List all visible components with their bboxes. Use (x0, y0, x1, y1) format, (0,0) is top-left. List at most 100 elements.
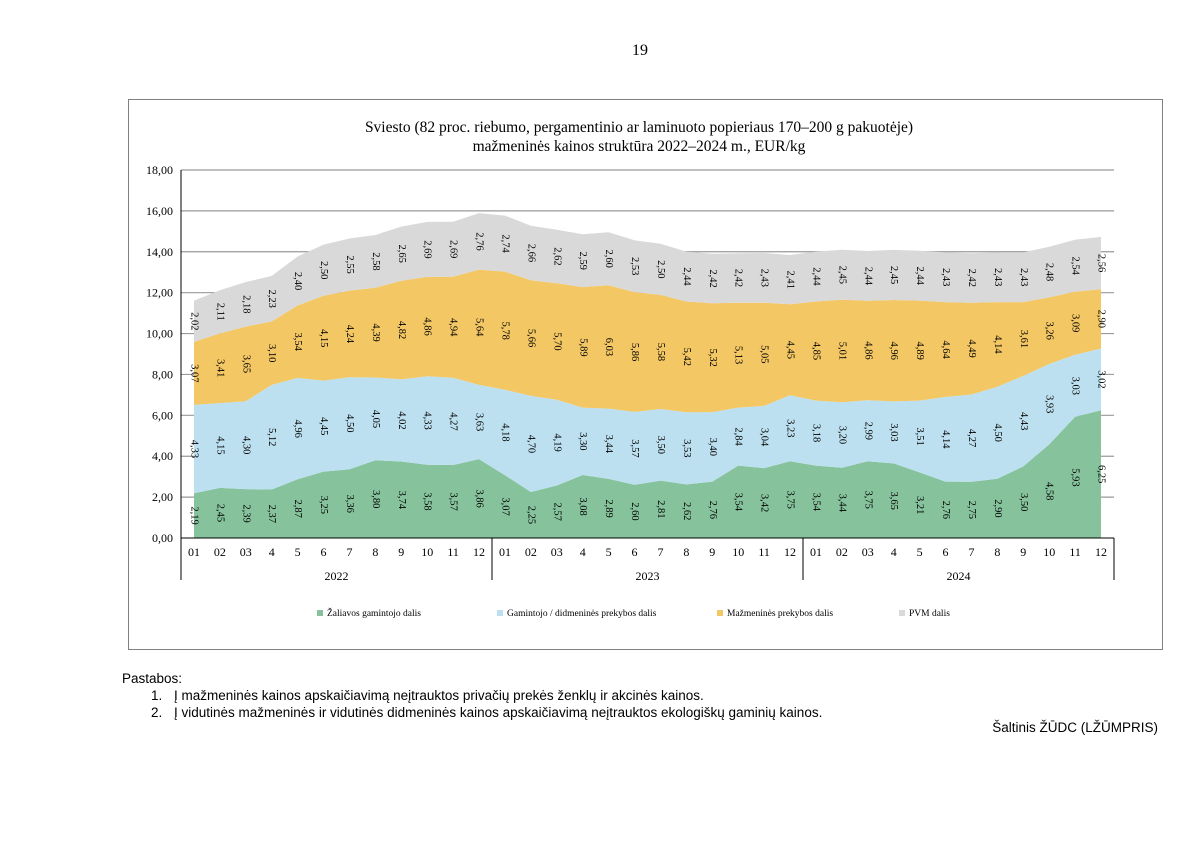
x-tick-label: 02 (836, 545, 848, 559)
data-label: 3,20 (836, 426, 847, 444)
data-label: 5,86 (629, 343, 640, 361)
data-label: 3,04 (759, 428, 770, 447)
data-label: 2,45 (214, 504, 225, 522)
data-label: 2,56 (1095, 254, 1106, 272)
data-label: 3,40 (707, 438, 718, 456)
data-label: 4,89 (914, 341, 925, 359)
x-tick-label: 8 (994, 545, 1000, 559)
series-area (194, 269, 1101, 413)
x-tick-label: 6 (321, 545, 327, 559)
data-label: 2,99 (862, 422, 873, 440)
data-label: 2,43 (759, 269, 770, 287)
data-label: 3,54 (292, 333, 303, 352)
data-label: 2,66 (525, 244, 536, 262)
data-label: 4,70 (525, 435, 536, 453)
y-tick-label: 10,00 (146, 327, 173, 341)
data-label: 2,50 (655, 260, 666, 278)
data-label: 4,15 (318, 329, 329, 347)
data-label: 2,60 (629, 502, 640, 520)
data-label: 3,23 (784, 419, 795, 437)
data-label: 2,74 (500, 234, 511, 253)
data-label: 2,25 (525, 506, 536, 524)
data-label: 2,55 (344, 255, 355, 273)
x-tick-label: 01 (810, 545, 822, 559)
data-label: 4,86 (422, 317, 433, 335)
x-tick-label: 5 (295, 545, 301, 559)
data-label: 2,84 (733, 427, 744, 446)
data-label: 2,40 (292, 272, 303, 290)
data-label: 4,18 (499, 423, 510, 441)
data-label: 4,94 (448, 318, 459, 337)
x-tick-label: 5 (606, 545, 612, 559)
data-label: 3,21 (914, 496, 925, 514)
x-tick-label: 9 (398, 545, 404, 559)
data-label: 2,76 (707, 501, 718, 519)
data-label: 4,45 (784, 341, 795, 359)
data-label: 4,58 (1044, 482, 1055, 500)
x-tick-label: 7 (346, 545, 352, 559)
data-label: 5,78 (500, 321, 511, 339)
y-tick-label: 8,00 (152, 367, 173, 381)
data-label: 3,26 (1044, 322, 1055, 340)
data-label: 4,86 (862, 341, 873, 359)
data-label: 3,03 (1070, 377, 1081, 395)
data-label: 2,42 (733, 269, 744, 287)
series-area (194, 410, 1101, 538)
data-label: 2,45 (888, 266, 899, 284)
data-label: 6,25 (1095, 465, 1106, 483)
data-label: 4,50 (992, 423, 1003, 441)
data-label: 5,89 (577, 338, 588, 356)
data-label: 2,44 (914, 267, 925, 286)
data-label: 4,14 (992, 335, 1003, 354)
legend-swatch (717, 610, 723, 616)
data-label: 3,42 (759, 494, 770, 512)
x-tick-label: 7 (657, 545, 663, 559)
data-label: 2,76 (474, 232, 485, 250)
y-tick-label: 4,00 (152, 449, 173, 463)
data-label: 3,75 (785, 491, 796, 509)
data-label: 2,53 (629, 257, 640, 275)
data-label: 2,75 (966, 501, 977, 519)
data-label: 4,05 (370, 410, 381, 428)
data-label: 3,10 (266, 344, 277, 362)
data-label: 4,96 (888, 342, 899, 360)
data-label: 2,43 (1018, 268, 1029, 286)
data-label: 2,59 (577, 252, 588, 270)
data-label: 2,39 (240, 504, 251, 522)
note-item: Į mažmeninės kainos apskaičiavimą neįtra… (166, 687, 1162, 704)
x-tick-label: 8 (372, 545, 378, 559)
data-label: 4,39 (370, 323, 381, 341)
data-label: 2,57 (551, 503, 562, 521)
data-label: 3,54 (733, 493, 744, 512)
data-label: 5,66 (525, 329, 536, 347)
data-label: 4,96 (292, 419, 303, 437)
legend-label: Mažmeninės prekybos dalis (727, 609, 833, 619)
data-label: 4,19 (551, 433, 562, 451)
x-tick-label: 10 (732, 545, 744, 559)
y-tick-label: 12,00 (146, 286, 173, 300)
notes-heading: Pastabos: (122, 671, 183, 686)
data-label: 2,48 (1044, 263, 1055, 281)
stacked-area-chart: Sviesto (82 proc. riebumo, pergamentinio… (146, 119, 1115, 619)
data-label: 3,41 (214, 359, 225, 377)
x-tick-label: 03 (862, 545, 874, 559)
data-label: 4,64 (940, 340, 951, 359)
data-label: 2,90 (1095, 310, 1106, 328)
legend-label: Gamintojo / didmeninės prekybos dalis (507, 609, 657, 619)
data-label: 3,65 (240, 355, 251, 373)
x-tick-label: 5 (917, 545, 923, 559)
year-label: 2024 (947, 569, 971, 583)
data-label: 4,33 (189, 440, 200, 458)
data-label: 2,19 (188, 506, 199, 524)
data-label: 3,54 (810, 493, 821, 512)
y-tick-label: 18,00 (146, 163, 173, 177)
x-tick-label: 10 (421, 545, 433, 559)
data-label: 2,87 (292, 500, 303, 518)
x-tick-label: 01 (188, 545, 200, 559)
legend-label: Žaliavos gamintojo dalis (327, 607, 421, 619)
data-label: 3,08 (577, 497, 588, 515)
legend-label: PVM dalis (909, 609, 950, 619)
x-tick-label: 02 (525, 545, 537, 559)
data-label: 3,63 (474, 413, 485, 431)
x-tick-label: 7 (968, 545, 974, 559)
